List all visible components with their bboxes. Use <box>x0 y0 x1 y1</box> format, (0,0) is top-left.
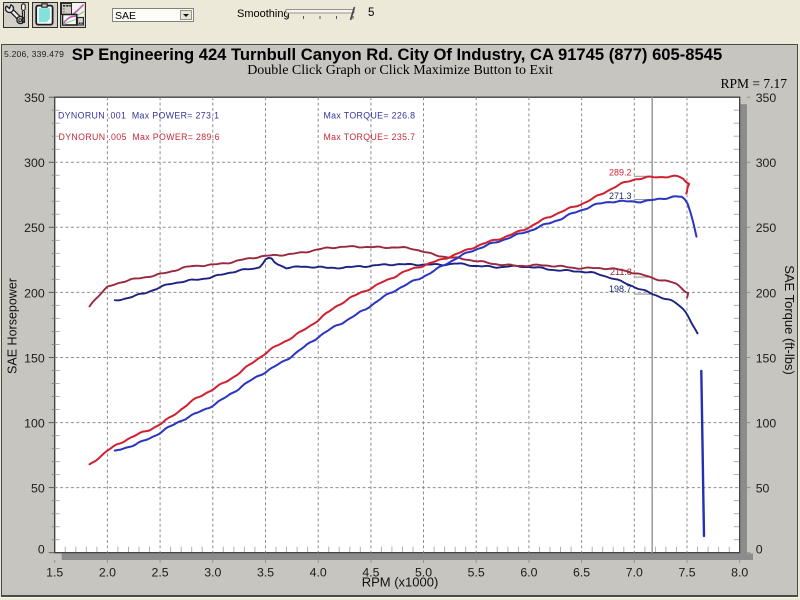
svg-text:100: 100 <box>756 416 777 430</box>
svg-text:3.0: 3.0 <box>204 565 221 579</box>
svg-text:350: 350 <box>756 91 777 105</box>
svg-text:2.0: 2.0 <box>99 565 116 579</box>
svg-text:DYNORUN .005 Max POWER= 289.6: DYNORUN .005 Max POWER= 289.6 <box>59 131 220 141</box>
svg-text:8.0: 8.0 <box>731 565 748 579</box>
svg-text:200: 200 <box>24 286 45 300</box>
svg-text:7.0: 7.0 <box>626 565 643 579</box>
svg-text:RPM (x1000): RPM (x1000) <box>362 574 439 589</box>
svg-text:198.7: 198.7 <box>609 284 632 294</box>
svg-text:150: 150 <box>24 351 45 365</box>
svg-text:DYNORUN .001 Max POWER= 273.1: DYNORUN .001 Max POWER= 273.1 <box>58 110 219 120</box>
svg-text:Max TORQUE= 235.7: Max TORQUE= 235.7 <box>324 131 416 141</box>
svg-text:150: 150 <box>756 351 777 365</box>
svg-text:100: 100 <box>24 416 45 430</box>
svg-text:0: 0 <box>756 542 763 556</box>
svg-text:300: 300 <box>756 156 777 170</box>
svg-text:5.0: 5.0 <box>415 565 432 579</box>
svg-text:350: 350 <box>24 91 45 105</box>
svg-text:4.5: 4.5 <box>362 565 379 579</box>
svg-text:Max TORQUE= 226.8: Max TORQUE= 226.8 <box>324 110 416 120</box>
svg-text:289.2: 289.2 <box>609 167 632 177</box>
svg-text:6.5: 6.5 <box>573 565 590 579</box>
svg-text:0: 0 <box>38 542 45 556</box>
svg-text:300: 300 <box>24 156 45 170</box>
svg-text:2.5: 2.5 <box>152 565 169 579</box>
svg-text:4.0: 4.0 <box>310 565 327 579</box>
svg-text:SAE Horsepower: SAE Horsepower <box>6 278 20 374</box>
svg-text:271.3: 271.3 <box>609 191 632 201</box>
svg-text:250: 250 <box>756 221 777 235</box>
svg-text:SAE Torque (ft-lbs): SAE Torque (ft-lbs) <box>782 265 797 375</box>
svg-text:211.8: 211.8 <box>610 267 632 277</box>
svg-text:3.5: 3.5 <box>257 565 274 579</box>
svg-text:50: 50 <box>756 481 770 495</box>
svg-text:1.5: 1.5 <box>46 565 63 579</box>
svg-text:6.0: 6.0 <box>520 565 537 579</box>
svg-text:5.5: 5.5 <box>468 565 485 579</box>
svg-text:200: 200 <box>756 286 777 300</box>
svg-text:7.5: 7.5 <box>678 565 695 579</box>
svg-text:250: 250 <box>24 221 45 235</box>
svg-text:50: 50 <box>31 481 45 495</box>
